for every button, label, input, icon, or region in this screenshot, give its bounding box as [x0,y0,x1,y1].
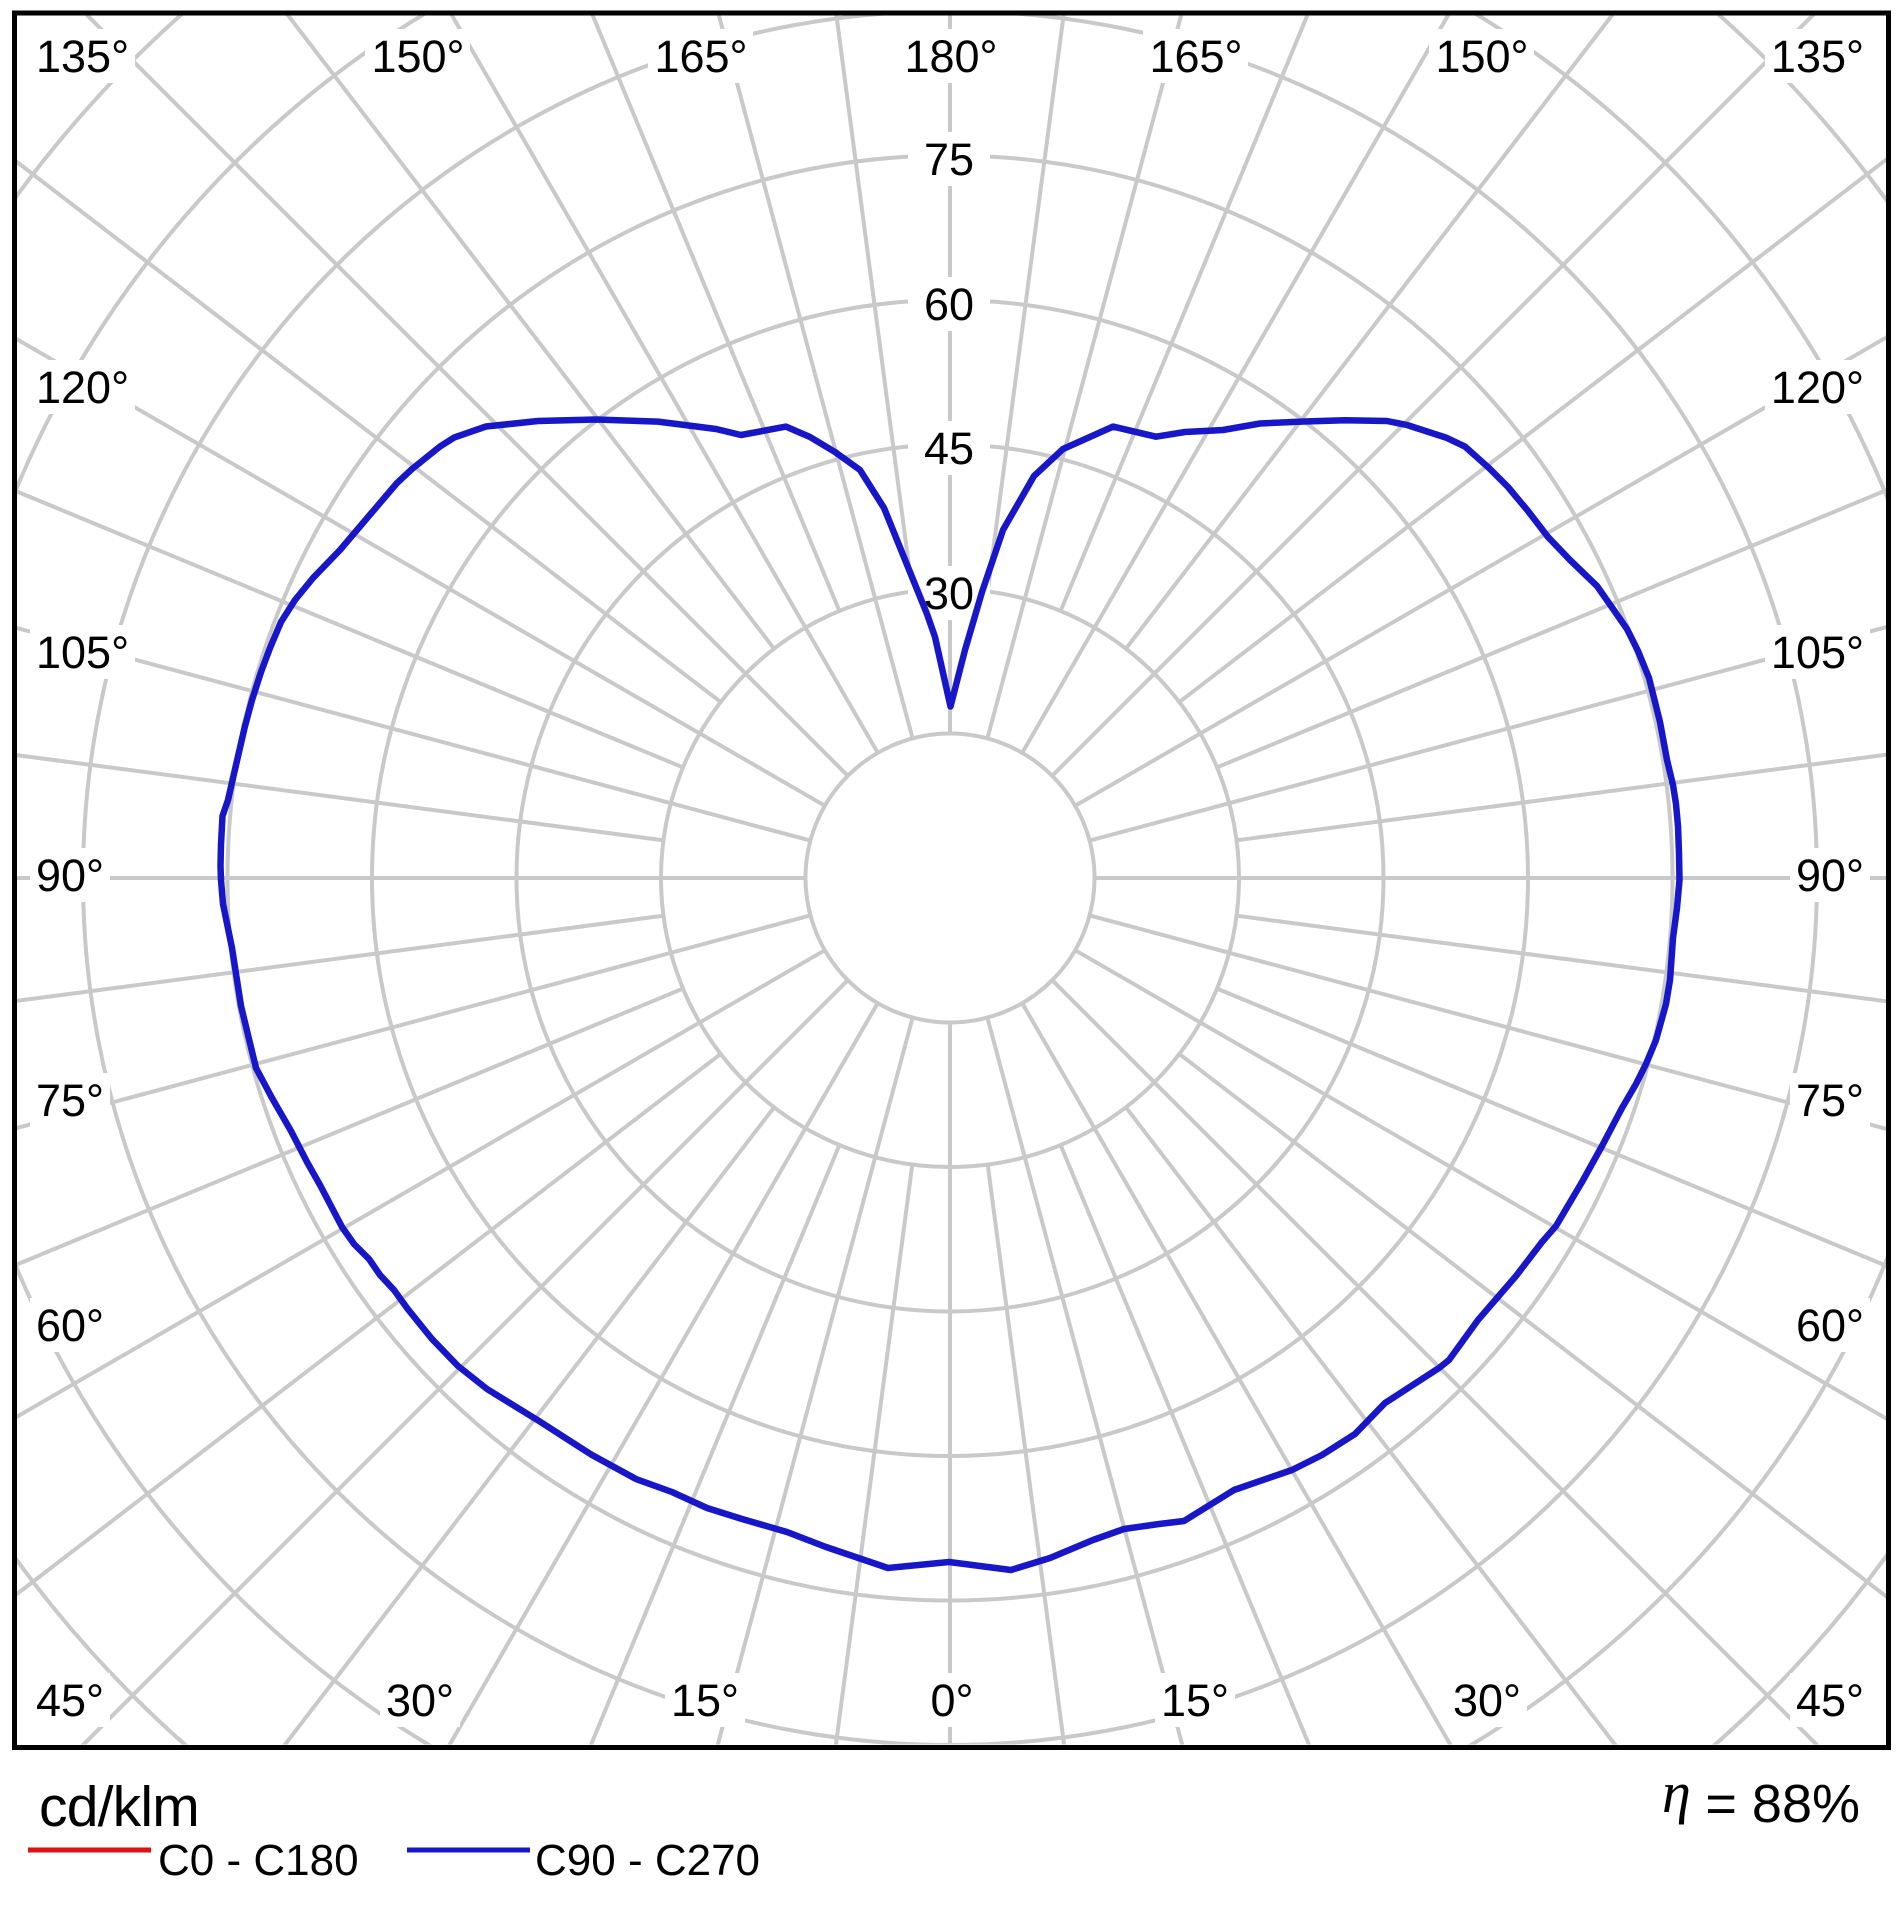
svg-text:60°: 60° [1796,1300,1864,1351]
svg-text:135°: 135° [1771,31,1864,82]
svg-text:120°: 120° [1771,362,1864,413]
svg-text:15°: 15° [671,1675,739,1726]
svg-text:150°: 150° [371,31,464,82]
svg-text:75°: 75° [1796,1075,1864,1126]
svg-text:45: 45 [924,423,974,474]
svg-text:45°: 45° [36,1675,104,1726]
svg-text:75: 75 [924,134,974,185]
svg-text:cd/klm: cd/klm [39,1775,199,1839]
svg-text:135°: 135° [36,31,129,82]
svg-text:15°: 15° [1161,1675,1229,1726]
svg-text:45°: 45° [1796,1675,1864,1726]
svg-text:90°: 90° [36,850,104,901]
svg-text:η: η [1662,1760,1691,1825]
svg-text:90°: 90° [1796,850,1864,901]
svg-text:0°: 0° [930,1675,973,1726]
svg-text:105°: 105° [1771,627,1864,678]
svg-text:165°: 165° [654,31,747,82]
svg-text:165°: 165° [1149,31,1242,82]
svg-text:30°: 30° [1453,1675,1521,1726]
svg-text:180°: 180° [904,31,997,82]
svg-text:120°: 120° [36,362,129,413]
svg-text:30: 30 [924,568,974,619]
svg-text:150°: 150° [1435,31,1528,82]
svg-text:75°: 75° [36,1075,104,1126]
svg-text:60°: 60° [36,1300,104,1351]
svg-text:30°: 30° [386,1675,454,1726]
svg-text:60: 60 [924,279,974,330]
svg-text:= 88%: = 88% [1705,1774,1860,1834]
svg-text:C0 - C180: C0 - C180 [158,1836,359,1885]
svg-text:C90 - C270: C90 - C270 [535,1836,760,1885]
svg-text:105°: 105° [36,627,129,678]
